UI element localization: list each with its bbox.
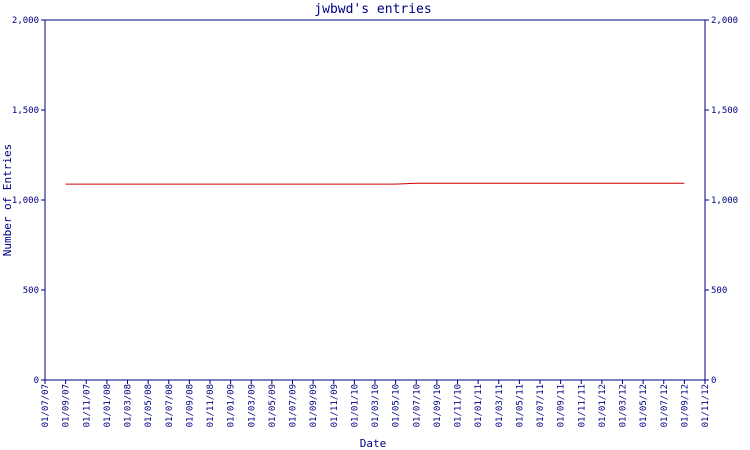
x-tick-label: 01/09/08 — [185, 384, 195, 427]
x-tick-label: 01/09/11 — [557, 384, 567, 427]
y-tick-label: 1,500 — [12, 106, 39, 116]
x-tick-label: 01/07/08 — [165, 384, 175, 427]
x-tick-label: 01/01/10 — [350, 384, 360, 427]
x-tick-label: 01/11/09 — [330, 384, 340, 427]
x-tick-label: 01/11/12 — [701, 384, 711, 427]
plot-frame — [44, 19, 706, 381]
x-tick-label: 01/07/11 — [536, 384, 546, 427]
x-tick-label: 01/01/11 — [474, 384, 484, 427]
x-tick-label: 01/09/09 — [309, 384, 319, 427]
x-tick-label: 01/05/08 — [144, 384, 154, 427]
x-tick-label: 01/05/10 — [392, 384, 402, 427]
x-tick-label: 01/05/11 — [515, 384, 525, 427]
x-tick-label: 01/11/10 — [454, 384, 464, 427]
x-tick-label: 01/03/12 — [619, 384, 629, 427]
x-axis-title: Date — [360, 437, 387, 450]
x-tick-label: 01/01/12 — [598, 384, 608, 427]
x-tick-label: 01/07/10 — [412, 384, 422, 427]
y-tick-label: 1,000 — [12, 196, 39, 206]
x-tick-label: 01/09/10 — [433, 384, 443, 427]
x-tick-label: 01/07/09 — [289, 384, 299, 427]
y2-tick-label: 2,000 — [711, 16, 738, 26]
x-tick-label: 01/01/09 — [227, 384, 237, 427]
x-tick-label: 01/07/07 — [41, 384, 51, 427]
x-tick-label: 01/11/07 — [82, 384, 92, 427]
x-tick-label: 01/05/09 — [268, 384, 278, 427]
x-tick-label: 01/11/11 — [577, 384, 587, 427]
chart-title: jwbwd's entries — [314, 2, 431, 17]
x-tick-label: 01/07/12 — [660, 384, 670, 427]
y2-tick-label: 0 — [711, 376, 716, 386]
x-tick-label: 01/09/12 — [680, 384, 690, 427]
x-tick-label: 01/11/08 — [206, 384, 216, 427]
x-tick-label: 01/03/08 — [124, 384, 134, 427]
x-tick-label: 01/05/12 — [639, 384, 649, 427]
y2-tick-label: 1,500 — [711, 106, 738, 116]
x-tick-label: 01/01/08 — [103, 384, 113, 427]
y-tick-label: 500 — [23, 286, 39, 296]
y-axis-title: Number of Entries — [1, 144, 14, 257]
x-tick-label: 01/03/11 — [495, 384, 505, 427]
x-tick-label: 01/03/10 — [371, 384, 381, 427]
y2-tick-label: 500 — [711, 286, 727, 296]
y-tick-label: 0 — [34, 376, 39, 386]
x-tick-label: 01/09/07 — [62, 384, 72, 427]
x-tick-label: 01/03/09 — [247, 384, 257, 427]
y2-tick-label: 1,000 — [711, 196, 738, 206]
y-tick-label: 2,000 — [12, 16, 39, 26]
data-line — [65, 182, 685, 185]
